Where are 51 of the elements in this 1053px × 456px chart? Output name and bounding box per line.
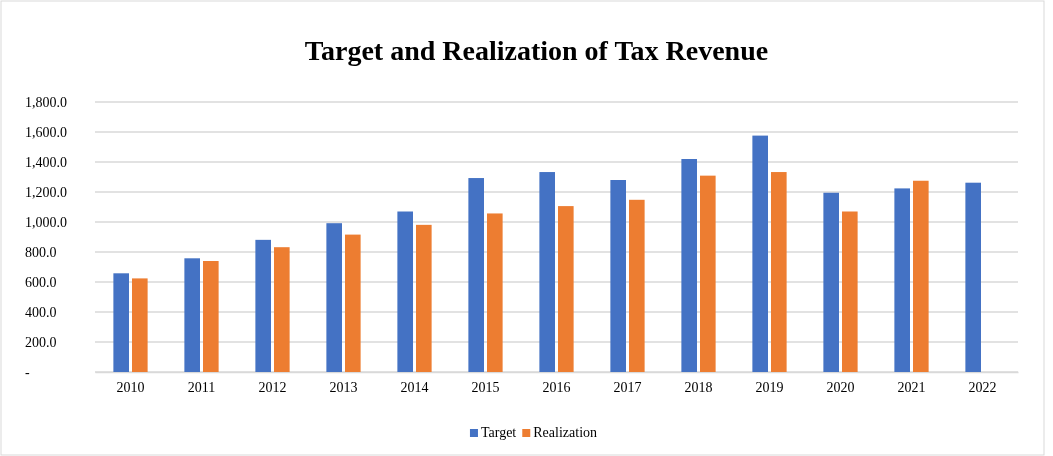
x-tick-label: 2020 [826,379,855,395]
bar [416,224,432,372]
y-tick-label: 400.0 [25,304,57,320]
y-tick-label: 800.0 [25,244,57,260]
bar [629,199,645,372]
bar [681,159,697,372]
y-tick-label: 1,800.0 [25,94,67,110]
bar [700,175,716,372]
bar [132,278,148,372]
x-tick-label: 2016 [542,379,571,395]
x-tick-label: 2017 [613,379,642,395]
x-tick-label: 2019 [755,379,784,395]
bar [255,239,271,372]
bar [894,188,910,372]
bar [752,135,768,372]
bar [468,178,484,372]
x-tick-label: 2018 [684,379,713,395]
bar [539,172,555,372]
y-tick-label: 200.0 [25,334,57,350]
x-tick-label: 2021 [897,379,926,395]
bar [345,234,361,372]
y-tick-label: - [25,364,30,380]
y-tick-label: 600.0 [25,274,57,290]
bar [203,261,219,372]
bar [965,182,981,372]
x-tick-label: 2010 [116,379,145,395]
bar [397,211,413,372]
y-tick-label: 1,400.0 [25,154,67,170]
bar [487,213,503,372]
y-tick-label: 1,000.0 [25,214,67,230]
bar [913,180,929,372]
legend-label: Realization [533,425,598,440]
y-tick-label: 1,200.0 [25,184,67,200]
x-tick-label: 2014 [400,379,429,395]
bar [113,273,129,372]
bar [184,258,200,372]
bar [558,206,574,372]
x-tick-label: 2013 [329,379,358,395]
x-tick-label: 2012 [258,379,287,395]
bar [326,223,342,372]
bar [274,247,290,372]
bar [771,172,787,372]
x-tick-label: 2011 [187,379,216,395]
x-tick-label: 2015 [471,379,500,395]
bar [842,211,858,372]
x-tick-label: 2022 [968,379,997,395]
y-tick-label: 1,600.0 [25,124,67,140]
bar [823,192,839,372]
bar [610,180,626,372]
chart-title: Target and Realization of Tax Revenue [304,35,769,66]
legend-label: Target [480,425,517,440]
